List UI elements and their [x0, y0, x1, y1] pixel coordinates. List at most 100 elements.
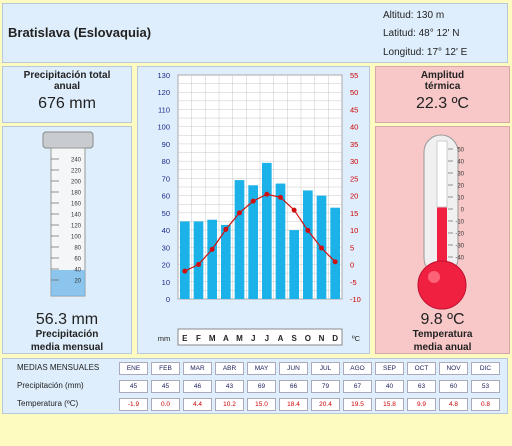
month-header-cell: MAR: [183, 362, 212, 375]
temp-cell: 0.8: [471, 398, 500, 411]
precip-total-label-2: anual: [53, 81, 81, 92]
gauge-tick-label: 20: [74, 279, 81, 285]
left-tick-label: 80: [162, 157, 170, 166]
gauge-tick-label: 80: [74, 246, 81, 252]
gauge-tick-label: 180: [71, 191, 82, 197]
temp-mean-label-1: Temperatura: [412, 329, 473, 340]
left-tick-label: 40: [162, 226, 170, 235]
right-tick-label: 55: [350, 71, 358, 80]
temp-point: [278, 194, 283, 200]
left-tick-label: 70: [162, 174, 170, 183]
temp-cell: 19.5: [343, 398, 372, 411]
gauge-tick-label: 60: [74, 257, 81, 263]
precip-bar: [330, 207, 340, 299]
right-tick-label: 10: [350, 226, 358, 235]
left-tick-label: 20: [162, 261, 170, 270]
precip-bar: [289, 230, 299, 299]
left-tick-label: 90: [162, 140, 170, 149]
right-tick-label: 20: [350, 192, 358, 201]
precip-bar: [193, 221, 204, 299]
gauge-tick-label: 240: [71, 158, 82, 164]
thermo-tick-label: 0: [461, 208, 465, 214]
left-tick-label: 130: [157, 71, 170, 80]
right-tick-label: -10: [350, 295, 361, 304]
month-header-cell: AGO: [343, 362, 372, 375]
temp-point: [182, 268, 188, 274]
precip-cell: 46: [183, 380, 212, 393]
precip-bar: [207, 219, 217, 299]
month-label: E: [182, 334, 188, 343]
amplitude-label-1: Amplitud: [420, 70, 465, 81]
thermometer-icon: 50 40 30 20 10 0 -10 -20 -30 -40: [417, 134, 467, 310]
gauge-tick-label: 40: [74, 268, 81, 274]
precip-bar: [234, 180, 245, 299]
precip-total-label-1: Precipitación total: [23, 70, 111, 81]
right-tick-label: 5: [350, 243, 354, 252]
temp-point: [237, 210, 242, 216]
month-label: J: [251, 334, 255, 343]
gauge-tick-label: 120: [71, 224, 82, 230]
month-header-cell: FEB: [151, 362, 180, 375]
temp-mean-panel: 50 40 30 20 10 0 -10 -20 -30 -40 9.8 ºC Temperatu…: [375, 126, 510, 354]
month-label: A: [223, 334, 229, 343]
month-header-cell: NOV: [439, 362, 468, 375]
precip-mean-label-1: Precipitación: [35, 329, 99, 340]
temp-cell: 18.4: [279, 398, 308, 411]
header-panel: Bratislava (Eslovaquia) Altitud: 130 m L…: [2, 3, 508, 63]
right-axis-unit: ºC: [352, 334, 361, 343]
temp-point: [196, 262, 201, 268]
latitude-text: Latitud: 48° 12' N: [383, 28, 460, 39]
thermo-tick-label: -10: [455, 220, 464, 226]
precip-cell: 43: [215, 380, 244, 393]
right-tick-label: 30: [350, 157, 358, 166]
precip-bar: [248, 185, 258, 299]
right-tick-label: 35: [350, 140, 358, 149]
right-tick-label: 50: [350, 88, 358, 97]
temp-point: [264, 191, 270, 197]
month-header-cell: DIC: [471, 362, 500, 375]
right-tick-label: 0: [350, 261, 354, 270]
temp-point: [305, 227, 311, 233]
thermo-tick-label: 30: [457, 172, 464, 178]
month-label: M: [236, 334, 243, 343]
temp-cell: 20.4: [311, 398, 340, 411]
temp-point: [291, 207, 297, 213]
precip-mean-value: 56.3 mm: [35, 311, 99, 328]
month-header-cell: JUN: [279, 362, 308, 375]
temp-point: [209, 246, 215, 252]
precip-cell: 66: [279, 380, 308, 393]
left-tick-label: 60: [162, 192, 170, 201]
month-header-cell: ABR: [215, 362, 244, 375]
precip-cell: 60: [439, 380, 468, 393]
temp-point: [250, 198, 256, 204]
temp-point: [319, 245, 324, 251]
temp-cell: 0.0: [151, 398, 180, 411]
thermo-tick-label: 40: [457, 160, 464, 166]
precip-bar: [303, 190, 313, 299]
temp-cell: 10.2: [215, 398, 244, 411]
month-label: A: [278, 334, 284, 343]
month-label: J: [265, 334, 269, 343]
left-tick-label: 110: [158, 105, 170, 114]
thermo-tick-label: 10: [457, 196, 464, 202]
thermo-tick-label: 20: [457, 184, 464, 190]
precip-total-panel: Precipitación total anual 676 mm: [2, 66, 132, 123]
thermo-tick-label: 50: [457, 148, 464, 154]
month-axis: [177, 328, 343, 346]
left-tick-label: 10: [162, 278, 170, 287]
temp-cell: 9.9: [407, 398, 436, 411]
gauge-tick-label: 160: [71, 202, 82, 208]
month-label: S: [291, 334, 297, 343]
right-tick-label: -5: [350, 278, 357, 287]
amplitude-label-2: térmica: [424, 81, 461, 92]
month-label: F: [196, 334, 201, 343]
precip-bar: [275, 183, 286, 299]
left-tick-label: 30: [162, 243, 170, 252]
gauge-tick-label: 100: [71, 235, 82, 241]
right-tick-label: 25: [350, 174, 358, 183]
monthly-table: MEDIAS MENSUALES Precipitación (mm) Temp…: [2, 358, 508, 414]
precip-mean-label-2: media mensual: [30, 342, 104, 353]
month-label: O: [305, 334, 311, 343]
precip-bar: [221, 224, 231, 299]
right-tick-label: 45: [350, 105, 358, 114]
